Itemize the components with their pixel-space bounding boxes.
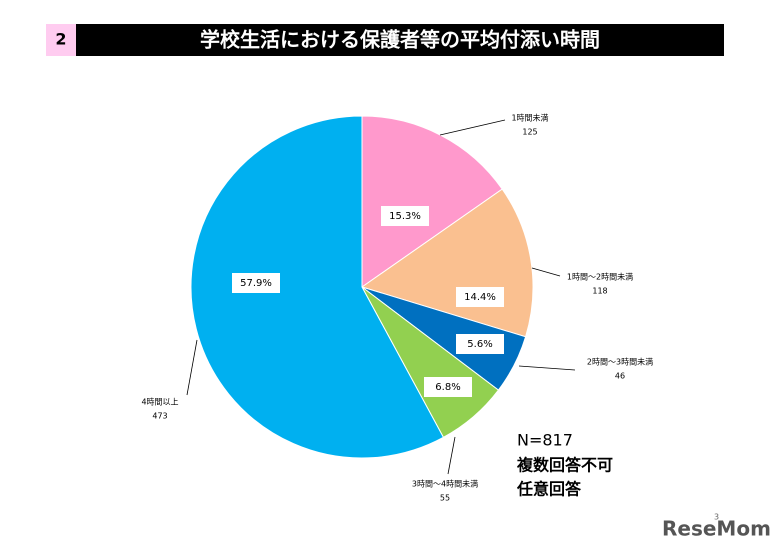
value-label: 6.8%	[435, 382, 460, 393]
pie-slice	[361, 115, 503, 288]
leader-line	[439, 119, 506, 136]
value-label-box	[232, 273, 280, 293]
value-label-box	[456, 334, 504, 354]
note: 複数回答不可	[516, 456, 613, 475]
note: N=817	[517, 431, 573, 450]
value-label: 15.3%	[389, 211, 421, 222]
category-label: 4時間以上	[141, 398, 178, 407]
category-label: 3時間～4時間未満	[412, 479, 478, 489]
category-label: 2時間～3時間未満	[587, 357, 653, 367]
value-label-box	[424, 377, 472, 397]
value-label-box	[381, 206, 429, 226]
value-label: 5.6%	[467, 339, 492, 350]
pie-slice	[190, 115, 445, 459]
category-label: 1時間～2時間未満	[567, 272, 633, 282]
badge: 2	[55, 30, 66, 49]
title-bar	[76, 24, 724, 56]
count-label: 125	[522, 128, 537, 137]
badge-box	[46, 24, 76, 56]
count-label: 46	[615, 372, 625, 381]
leader-line	[531, 267, 561, 277]
category-label: 1時間未満	[511, 113, 548, 123]
leader-line	[447, 436, 456, 475]
value-label: 14.4%	[464, 292, 496, 303]
page-number: 3	[714, 513, 719, 522]
value-label-box	[456, 287, 504, 307]
logo: ReseMom	[662, 517, 771, 541]
value-label: 57.9%	[240, 278, 272, 289]
chart-title: 学校生活における保護者等の平均付添い時間	[200, 28, 600, 52]
count-label: 473	[152, 412, 167, 421]
leader-line	[518, 365, 576, 371]
note: 任意回答	[516, 480, 582, 499]
count-label: 55	[440, 494, 450, 503]
count-label: 118	[592, 287, 607, 296]
leader-line	[186, 339, 198, 396]
